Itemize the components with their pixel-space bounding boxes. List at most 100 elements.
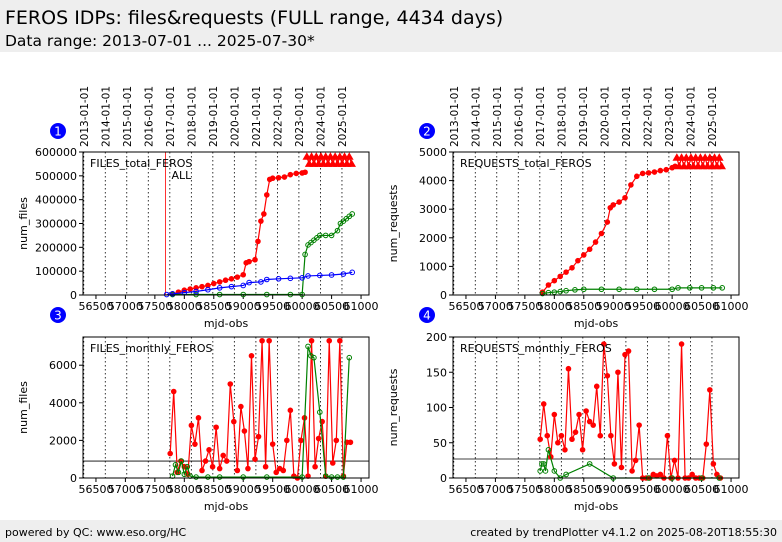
year-label: 2021-01-01 bbox=[251, 86, 263, 147]
point bbox=[169, 291, 176, 297]
point bbox=[263, 474, 270, 480]
point bbox=[689, 471, 695, 478]
point bbox=[592, 239, 599, 245]
point bbox=[551, 411, 558, 418]
point bbox=[645, 170, 652, 176]
point bbox=[210, 280, 217, 287]
point bbox=[293, 170, 300, 177]
year-label: 2023-01-01 bbox=[664, 86, 676, 147]
point bbox=[188, 422, 195, 429]
year-label: 2022-01-01 bbox=[642, 86, 654, 147]
x-tick-label: 59500 bbox=[625, 300, 660, 313]
point bbox=[308, 337, 315, 344]
point bbox=[223, 458, 230, 464]
point bbox=[334, 227, 341, 234]
point bbox=[598, 286, 605, 293]
year-label: 2013-01-01 bbox=[449, 86, 461, 147]
year-label: 2016-01-01 bbox=[143, 86, 155, 147]
point bbox=[227, 381, 234, 387]
point bbox=[202, 458, 209, 464]
point bbox=[305, 343, 311, 350]
x-tick-label: 58000 bbox=[167, 483, 202, 496]
point bbox=[334, 474, 341, 480]
point bbox=[663, 166, 670, 173]
point bbox=[328, 272, 335, 278]
x-tick-label: 58500 bbox=[566, 300, 601, 313]
x-axis-label: mjd-obs bbox=[204, 500, 249, 513]
point bbox=[205, 474, 211, 480]
year-label: 2024-01-01 bbox=[315, 86, 327, 147]
point bbox=[275, 174, 282, 181]
point bbox=[671, 457, 678, 464]
point bbox=[269, 175, 276, 182]
year-label: 2022-01-01 bbox=[272, 86, 284, 147]
point bbox=[287, 171, 294, 178]
x-tick-label: 57500 bbox=[137, 300, 172, 313]
point bbox=[579, 447, 586, 453]
point bbox=[170, 388, 177, 395]
point bbox=[216, 279, 223, 285]
point bbox=[311, 354, 317, 361]
point bbox=[275, 275, 282, 282]
point bbox=[234, 274, 241, 280]
year-label: 2015-01-01 bbox=[492, 86, 504, 147]
x-tick-label: 58000 bbox=[537, 483, 572, 496]
point bbox=[340, 271, 347, 277]
point bbox=[575, 257, 581, 264]
x-tick-label: 59500 bbox=[255, 300, 290, 313]
x-tick-label: 58500 bbox=[196, 300, 231, 313]
x-tick-label: 57500 bbox=[507, 300, 542, 313]
point bbox=[172, 462, 179, 468]
y-axis-label: num_requests bbox=[387, 184, 400, 262]
y-tick-label: 5000 bbox=[419, 146, 447, 159]
subtitle: Data range: 2013-07-01 ... 2025-07-30* bbox=[5, 32, 315, 50]
point bbox=[262, 463, 269, 470]
x-tick-label: 60000 bbox=[285, 483, 320, 496]
point bbox=[601, 341, 607, 347]
point bbox=[687, 285, 693, 291]
point bbox=[213, 424, 219, 431]
plot-area bbox=[453, 152, 739, 295]
point bbox=[299, 474, 305, 480]
y-tick-label: 2000 bbox=[419, 232, 447, 245]
x-tick-label: 60500 bbox=[314, 300, 349, 313]
point bbox=[333, 437, 340, 444]
point bbox=[231, 418, 237, 425]
point bbox=[238, 403, 244, 410]
x-tick-label: 57500 bbox=[137, 483, 172, 496]
point bbox=[604, 219, 611, 225]
x-tick-label: 60000 bbox=[655, 300, 690, 313]
point bbox=[317, 232, 323, 239]
point bbox=[228, 275, 235, 282]
panel-badge bbox=[50, 123, 66, 139]
x-tick-label: 58000 bbox=[537, 300, 572, 313]
y-tick-label: 200000 bbox=[35, 241, 77, 254]
point bbox=[707, 387, 713, 393]
point bbox=[241, 428, 248, 434]
point bbox=[628, 182, 634, 188]
point bbox=[317, 409, 323, 416]
point bbox=[675, 285, 681, 291]
point bbox=[622, 194, 628, 201]
year-label: 2013-01-01 bbox=[79, 86, 91, 147]
point bbox=[616, 286, 622, 293]
point bbox=[216, 285, 223, 291]
x-tick-label: 61000 bbox=[344, 483, 379, 496]
point bbox=[542, 468, 549, 474]
point bbox=[312, 463, 318, 470]
point bbox=[678, 341, 685, 347]
point bbox=[540, 401, 547, 407]
point bbox=[636, 422, 642, 428]
panel-label: FILES_total_FEROS bbox=[90, 157, 192, 170]
point bbox=[305, 273, 311, 279]
year-label: 2020-01-01 bbox=[229, 86, 241, 147]
point bbox=[558, 432, 565, 439]
point bbox=[586, 246, 593, 253]
panel-badge bbox=[419, 123, 435, 139]
point bbox=[315, 435, 322, 442]
y-tick-label: 3000 bbox=[419, 203, 447, 216]
point bbox=[302, 251, 308, 258]
y-axis-label: num_files bbox=[17, 197, 30, 250]
y-tick-label: 400000 bbox=[35, 194, 77, 207]
x-tick-label: 60500 bbox=[314, 483, 349, 496]
